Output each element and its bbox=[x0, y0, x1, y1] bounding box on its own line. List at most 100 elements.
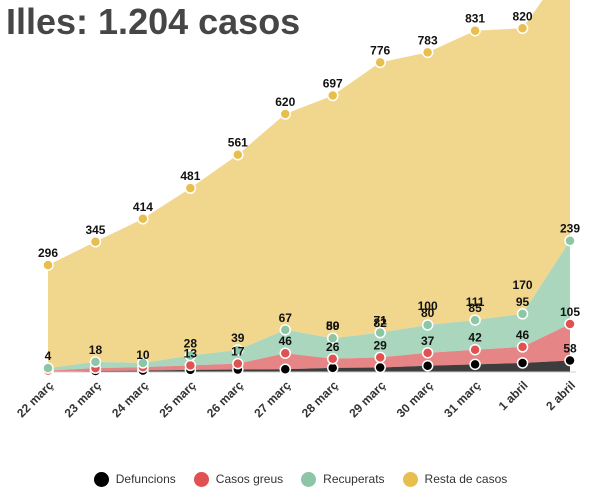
data-label-recuperats: 67 bbox=[279, 311, 293, 325]
x-tick-label: 25 març bbox=[157, 378, 199, 420]
point-greus bbox=[326, 353, 339, 365]
x-tick-label: 2 abril bbox=[543, 378, 578, 413]
data-label-greus: 46 bbox=[279, 334, 293, 348]
point-recuperats bbox=[374, 326, 386, 339]
point-recuperats bbox=[232, 344, 244, 356]
legend-label: Recuperats bbox=[323, 472, 385, 486]
point-greus bbox=[469, 343, 481, 356]
legend-swatch bbox=[301, 471, 317, 487]
data-label-resta: 345 bbox=[85, 223, 105, 237]
legend-label: Defuncions bbox=[115, 472, 176, 486]
data-label-extra: 170 bbox=[513, 278, 533, 292]
point-recuperats bbox=[42, 362, 54, 374]
point-recuperats bbox=[279, 324, 292, 336]
data-label-resta: 783 bbox=[418, 33, 438, 47]
x-tick-label: 24 març bbox=[109, 378, 151, 420]
point-resta bbox=[326, 89, 339, 102]
point-recuperats bbox=[326, 332, 339, 344]
legend-item-resta: Resta de casos bbox=[402, 471, 508, 487]
data-label-resta: 296 bbox=[38, 246, 58, 260]
legend-swatch bbox=[193, 471, 209, 487]
area-recuperats bbox=[48, 240, 570, 371]
data-label-greus: 37 bbox=[421, 334, 435, 348]
data-label-resta: 820 bbox=[513, 9, 533, 23]
data-label-recuperats: 95 bbox=[516, 295, 530, 309]
point-resta bbox=[137, 213, 149, 225]
point-greus bbox=[232, 357, 244, 370]
data-label-extra: 100 bbox=[418, 299, 438, 313]
data-label-greus: 105 bbox=[560, 305, 580, 319]
point-recuperats bbox=[89, 356, 102, 368]
point-resta bbox=[374, 56, 386, 69]
point-resta bbox=[516, 22, 529, 35]
legend: Defuncions Casos greus Recuperats Resta de … bbox=[0, 468, 601, 490]
point-resta bbox=[89, 236, 102, 248]
x-tick-label: 27 març bbox=[251, 378, 293, 420]
data-label-recuperats: 71 bbox=[374, 314, 388, 328]
data-label-recuperats: 80 bbox=[421, 306, 435, 320]
point-resta bbox=[184, 182, 197, 194]
data-label-extra: 111 bbox=[466, 295, 485, 309]
point-greus bbox=[421, 347, 434, 359]
legend-swatch bbox=[93, 471, 109, 487]
data-label-greus: 46 bbox=[516, 328, 530, 342]
data-label-resta: 481 bbox=[180, 169, 200, 183]
point-recuperats bbox=[184, 349, 197, 362]
point-defuncions bbox=[516, 357, 529, 369]
area-greus bbox=[48, 323, 570, 372]
legend-item-greus: Casos greus bbox=[193, 471, 283, 487]
point-defuncions bbox=[469, 358, 481, 371]
data-label-greus: 26 bbox=[326, 340, 340, 354]
data-label-resta: 697 bbox=[323, 77, 343, 91]
data-label-defuncions: 58 bbox=[563, 342, 577, 356]
legend-item-defuncions: Defuncions bbox=[93, 471, 176, 487]
x-tick-label: 29 març bbox=[346, 378, 388, 420]
point-resta bbox=[421, 46, 434, 59]
data-label-resta: 561 bbox=[228, 136, 248, 150]
point-greus bbox=[374, 351, 386, 364]
legend-item-recuperats: Recuperats bbox=[301, 471, 385, 487]
data-label-greus: 17 bbox=[231, 345, 245, 359]
point-greus bbox=[516, 341, 529, 353]
data-label-recuperats: 85 bbox=[468, 301, 482, 315]
x-tick-label: 31 març bbox=[441, 378, 483, 420]
legend-label: Resta de casos bbox=[424, 472, 508, 486]
point-greus bbox=[279, 347, 292, 359]
point-recuperats bbox=[421, 319, 434, 331]
point-recuperats bbox=[469, 314, 481, 326]
x-tick-label: 1 abril bbox=[496, 378, 531, 413]
data-label-greus: 13 bbox=[184, 346, 198, 360]
data-label-greus: 42 bbox=[468, 331, 482, 345]
legend-swatch bbox=[402, 471, 418, 487]
point-recuperats bbox=[137, 357, 149, 369]
data-label-recuperats: 59 bbox=[326, 319, 340, 333]
point-greus bbox=[184, 359, 197, 372]
point-resta bbox=[232, 148, 244, 161]
x-tick-label: 22 març bbox=[14, 378, 56, 420]
data-label-recuperats: 18 bbox=[89, 343, 103, 357]
point-resta bbox=[279, 108, 292, 120]
area-defuncions bbox=[48, 360, 570, 372]
data-label-greus: 10 bbox=[136, 348, 150, 362]
point-greus bbox=[564, 318, 576, 330]
data-label-greus: 29 bbox=[374, 338, 388, 352]
point-recuperats bbox=[516, 308, 529, 320]
x-tick-label: 30 març bbox=[394, 378, 436, 420]
area-resta bbox=[48, 0, 570, 369]
data-label-resta: 414 bbox=[133, 200, 153, 214]
point-defuncions bbox=[564, 354, 576, 367]
data-label-extra: 82 bbox=[374, 316, 388, 330]
point-resta bbox=[42, 259, 54, 271]
point-defuncions bbox=[374, 361, 386, 374]
point-defuncions bbox=[421, 359, 434, 372]
point-resta bbox=[469, 24, 481, 37]
chart-title: Illes: 1.204 casos bbox=[6, 1, 301, 42]
x-tick-label: 23 març bbox=[62, 378, 104, 420]
data-label-recuperats: 28 bbox=[184, 337, 198, 351]
point-recuperats bbox=[564, 234, 576, 247]
data-label-extra: 80 bbox=[326, 319, 340, 333]
data-label-recuperats: 4 bbox=[45, 349, 52, 363]
x-tick-label: 26 març bbox=[204, 378, 246, 420]
x-tick-label: 28 març bbox=[299, 378, 341, 420]
data-label-resta: 776 bbox=[370, 43, 390, 57]
